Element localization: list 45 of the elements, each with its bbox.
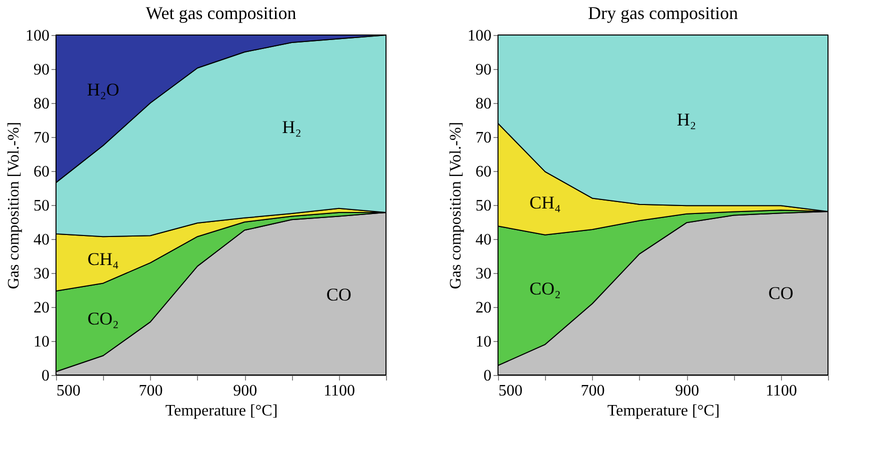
series-label: CO bbox=[768, 283, 794, 304]
y-axis-title: Gas composition [Vol.-%] bbox=[6, 122, 22, 290]
y-tick-label: 20 bbox=[476, 300, 492, 316]
x-tick-label: 500 bbox=[498, 382, 522, 400]
series-label: CO₂ bbox=[88, 308, 119, 328]
series-label: H₂O bbox=[87, 79, 120, 100]
y-tick-label: 0 bbox=[42, 368, 50, 384]
y-tick-label: 40 bbox=[34, 232, 50, 248]
y-tick-label: 100 bbox=[26, 28, 50, 44]
x-tick-label: 700 bbox=[580, 382, 605, 400]
y-tick-label: 10 bbox=[476, 334, 492, 350]
y-tick-label: 60 bbox=[476, 164, 492, 180]
series-label: CO₂ bbox=[530, 278, 561, 299]
y-tick-label: 40 bbox=[476, 232, 492, 248]
x-axis-title: Temperature [°C] bbox=[165, 402, 278, 420]
x-tick-label: 1100 bbox=[766, 382, 798, 400]
series-label: CH₄ bbox=[88, 248, 119, 269]
series-label: CO bbox=[326, 284, 352, 305]
y-tick-label: 90 bbox=[476, 62, 492, 78]
x-tick-label: 900 bbox=[675, 382, 700, 400]
series-label: H₂ bbox=[676, 109, 696, 130]
y-tick-label: 50 bbox=[476, 198, 492, 214]
x-tick-label: 1100 bbox=[324, 382, 356, 400]
x-tick-label: 900 bbox=[233, 382, 258, 400]
y-tick-label: 70 bbox=[476, 130, 492, 146]
y-tick-label: 10 bbox=[34, 334, 50, 350]
y-tick-label: 0 bbox=[484, 368, 492, 384]
series-label: CH₄ bbox=[530, 192, 561, 212]
y-axis-title: Gas composition [Vol.-%] bbox=[448, 122, 464, 290]
chart-title: Wet gas composition bbox=[146, 3, 296, 23]
y-tick-label: 30 bbox=[34, 266, 50, 282]
chart-title: Dry gas composition bbox=[588, 3, 738, 23]
y-tick-label: 80 bbox=[476, 96, 492, 112]
x-tick-label: 500 bbox=[56, 382, 80, 400]
y-tick-label: 50 bbox=[34, 198, 50, 214]
y-tick-label: 60 bbox=[34, 164, 50, 180]
x-axis-title: Temperature [°C] bbox=[607, 402, 720, 420]
y-tick-label: 80 bbox=[34, 96, 50, 112]
y-tick-label: 100 bbox=[468, 28, 492, 44]
y-tick-label: 20 bbox=[34, 300, 50, 316]
y-tick-label: 30 bbox=[476, 266, 492, 282]
y-tick-label: 70 bbox=[34, 130, 50, 146]
y-tick-label: 90 bbox=[34, 62, 50, 78]
x-tick-label: 700 bbox=[138, 382, 163, 400]
series-label: H₂ bbox=[282, 116, 302, 137]
